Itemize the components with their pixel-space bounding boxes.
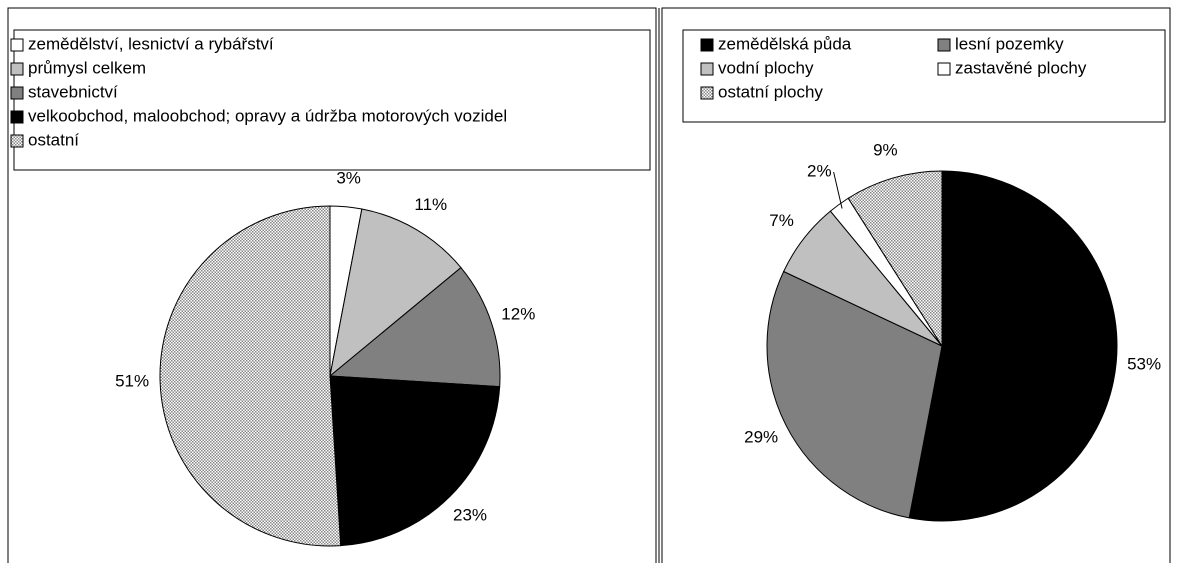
legend-label: zemědělství, lesnictví a rybářství [28,34,274,53]
data-label: 11% [414,195,447,214]
panel [661,7,1171,568]
pie-slice [328,266,501,388]
legend-swatch [10,62,24,76]
legend-box [682,29,1166,123]
legend-swatch [700,62,714,76]
data-label: 51% [115,372,149,391]
pie-slice [908,170,1118,522]
data-label: 3% [336,168,361,187]
pie-slice [159,205,342,547]
legend-label: velkoobchod, maloobchod; opravy a údržba… [28,106,507,125]
data-label: 12% [501,304,535,323]
legend-label: zastavěné plochy [955,58,1087,77]
legend-label: stavebnictví [28,82,118,101]
legend-label: ostatní [28,130,79,149]
pie-slice [329,375,501,547]
pie-slice [847,170,943,348]
legend-swatch [10,86,24,100]
legend-swatch [700,86,714,100]
legend-swatch [10,134,24,148]
data-label: 53% [1127,355,1161,374]
data-label: 2% [807,162,832,181]
legend-label: zemědělská půda [718,34,852,53]
legend-label: lesní pozemky [955,34,1064,53]
data-label: 9% [873,141,898,160]
legend-label: ostatní plochy [718,82,823,101]
data-label: 23% [453,505,487,524]
legend-swatch [700,38,714,52]
panel [7,7,657,568]
pie-slice [329,208,462,378]
leader-line [833,171,843,209]
legend-swatch [10,38,24,52]
legend-box [13,29,651,171]
legend-label: průmysl celkem [28,58,146,77]
data-label: 7% [769,211,794,230]
legend-swatch [937,62,951,76]
data-label: 29% [744,428,778,447]
legend-swatch [10,110,24,124]
pie-slice [766,270,943,519]
legend-swatch [937,38,951,52]
legend-label: vodní plochy [718,58,814,77]
